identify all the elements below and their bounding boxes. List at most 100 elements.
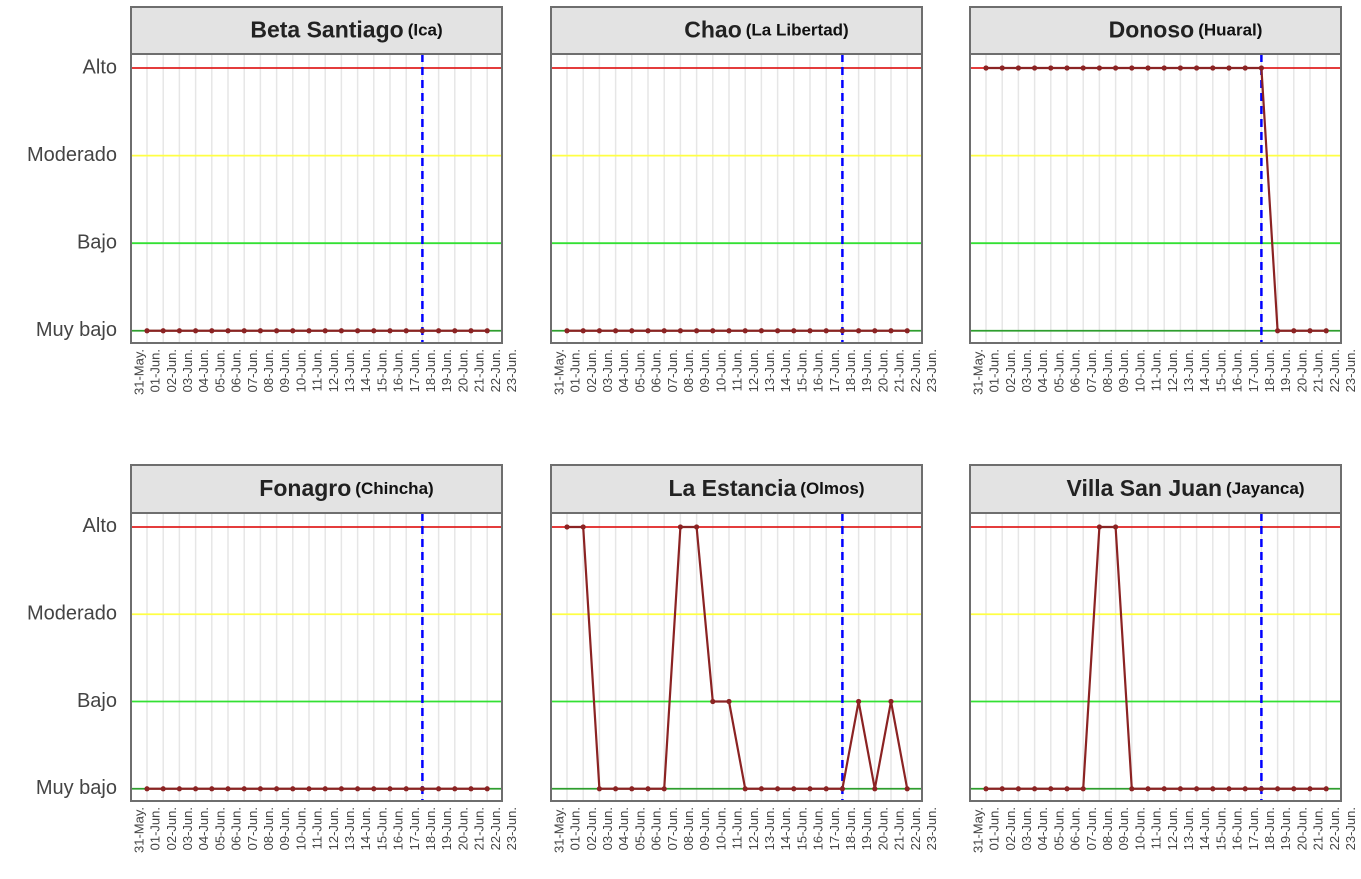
x-tick-label: 16-Jun. <box>391 807 406 850</box>
point <box>758 328 765 334</box>
x-tick-label: 09-Jun. <box>697 349 712 392</box>
point <box>742 328 748 334</box>
x-tick-label: 04-Jun. <box>1035 349 1050 392</box>
x-tick-label: 10-Jun. <box>293 349 308 392</box>
x-tick-label: 11-Jun. <box>1149 349 1164 391</box>
panel: Villa San Juan (Jayanca) 31-May. 01-Jun. 02-… <box>969 464 1358 853</box>
point <box>677 524 684 530</box>
x-tick-label: 04-Jun. <box>196 807 211 850</box>
point <box>999 65 1005 71</box>
point <box>1129 65 1135 71</box>
x-tick-label: 31-May. <box>131 349 146 395</box>
x-tick-label: 23-Jun. <box>504 349 519 392</box>
panel-title-main: Fonagro <box>259 475 351 501</box>
point <box>807 328 813 334</box>
x-tick-label: 31-May. <box>551 349 566 395</box>
point <box>1096 65 1102 71</box>
point <box>1194 786 1200 792</box>
x-tick-label: 11-Jun. <box>1149 807 1164 849</box>
series-line <box>986 525 1327 790</box>
point <box>1161 786 1167 792</box>
point <box>1291 786 1297 792</box>
x-tick-label: 01-Jun. <box>568 807 583 850</box>
panel-title: Villa San Juan (Jayanca) <box>1067 475 1305 501</box>
point <box>775 786 781 792</box>
x-tick-label: 10-Jun. <box>1132 349 1147 392</box>
x-tick-label: 08-Jun. <box>1100 807 1115 850</box>
point <box>726 328 732 334</box>
x-tick-label: 07-Jun. <box>1084 807 1099 850</box>
x-tick-label: 03-Jun. <box>180 349 195 392</box>
point <box>1064 786 1070 792</box>
point <box>1015 786 1022 792</box>
point <box>1161 65 1167 71</box>
point <box>888 328 894 334</box>
x-tick-label: 15-Jun. <box>794 349 809 392</box>
x-tick-label: 18-Jun. <box>423 807 438 850</box>
x-tick-label: 19-Jun. <box>1278 349 1293 392</box>
x-tick-label: 19-Jun. <box>439 349 454 392</box>
x-tick-label: 12-Jun. <box>326 349 341 392</box>
point <box>983 65 989 71</box>
point <box>596 786 603 792</box>
x-tick-label: 16-Jun. <box>391 349 406 392</box>
x-tick-label: 01-Jun. <box>148 807 163 850</box>
x-tick-label: 08-Jun. <box>681 807 696 850</box>
x-tick-label: 22-Jun. <box>1327 349 1342 392</box>
point <box>856 698 862 705</box>
x-tick-label: 03-Jun. <box>600 349 615 392</box>
x-tick-label: 14-Jun. <box>778 349 793 392</box>
point <box>888 698 894 705</box>
point <box>306 328 312 334</box>
point <box>1015 65 1022 71</box>
point <box>1177 65 1183 71</box>
strip <box>550 6 923 55</box>
point <box>564 524 570 530</box>
x-tick-label: 12-Jun. <box>746 349 761 392</box>
panel: Chao (La Libertad) 31-May. 01-Jun. 02-Jun. 03… <box>550 6 939 395</box>
point <box>726 698 732 705</box>
point <box>710 698 716 705</box>
point <box>371 786 377 792</box>
x-tick-label: 13-Jun. <box>1181 349 1196 392</box>
point <box>355 786 361 792</box>
x-tick-label: 22-Jun. <box>488 349 503 392</box>
x-tick-label: 23-Jun. <box>924 807 939 850</box>
point <box>872 786 878 792</box>
x-tick-label: 06-Jun. <box>649 807 664 850</box>
x-tick-label: 21-Jun. <box>472 349 487 392</box>
point <box>452 328 458 334</box>
point <box>468 786 474 792</box>
point <box>403 786 409 792</box>
point <box>823 786 829 792</box>
panel-border <box>969 53 1342 344</box>
panel-border <box>969 512 1342 802</box>
x-tick-label: 03-Jun. <box>1019 349 1034 392</box>
point <box>1258 786 1264 792</box>
x-tick-label: 11-Jun. <box>730 807 745 849</box>
x-tick-label: 22-Jun. <box>908 807 923 850</box>
point <box>419 328 425 334</box>
point <box>1129 786 1135 792</box>
point <box>225 786 231 792</box>
point <box>1048 786 1054 792</box>
x-tick-label: 05-Jun. <box>1051 807 1066 850</box>
x-tick-label: 23-Jun. <box>504 807 519 850</box>
x-tick-label: 21-Jun. <box>1311 349 1326 392</box>
x-tick-label: 12-Jun. <box>746 807 761 850</box>
panel-subtitle: (Huaral) <box>1198 21 1262 40</box>
x-tick-label: 03-Jun. <box>1019 807 1034 850</box>
panel-border <box>130 53 503 344</box>
point <box>468 328 474 334</box>
x-tick-label: 07-Jun. <box>1084 349 1099 392</box>
point <box>613 786 619 792</box>
strip <box>130 6 503 55</box>
point <box>484 328 490 334</box>
series-line <box>567 525 909 790</box>
panel-title: Beta Santiago (Ica) <box>250 17 442 43</box>
panel-title: Chao (La Libertad) <box>684 17 848 43</box>
panel-title: La Estancia (Olmos) <box>668 475 864 501</box>
panel: Beta Santiago (Ica) Muy bajo Bajo Moderado Al… <box>27 6 519 395</box>
panel-title-main: Chao <box>684 17 742 43</box>
x-tick-label: 04-Jun. <box>616 349 631 392</box>
